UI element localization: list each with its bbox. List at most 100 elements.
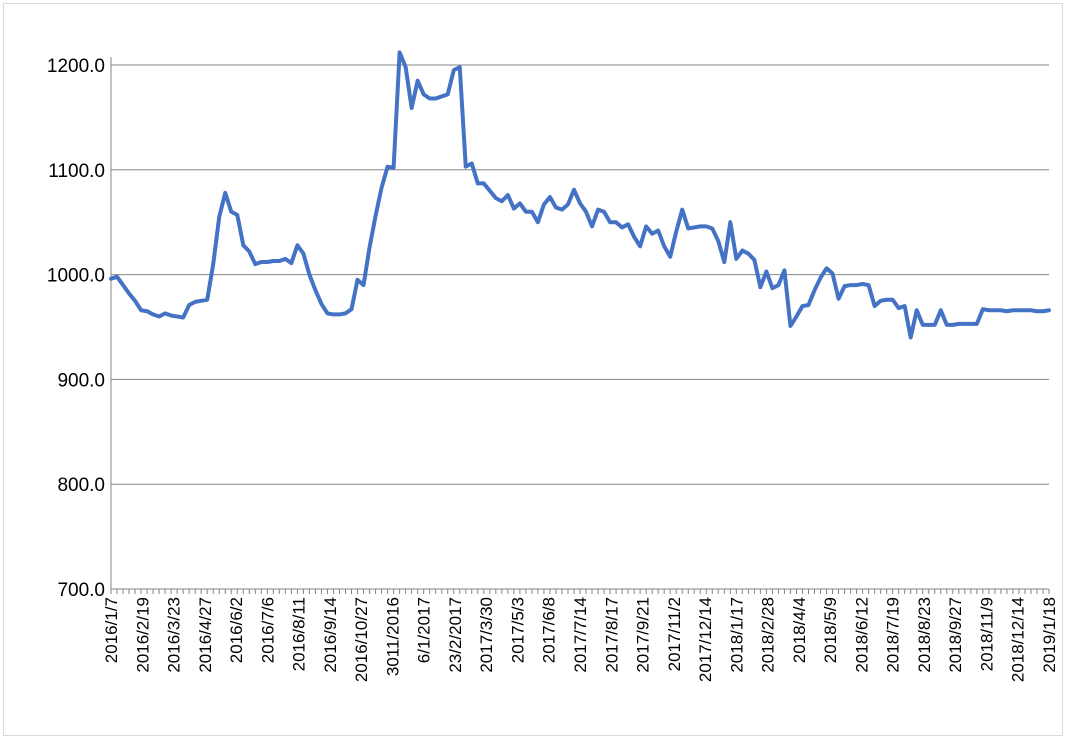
data-point	[350, 308, 353, 311]
data-point	[855, 284, 858, 287]
data-point	[831, 272, 834, 275]
data-point	[939, 309, 942, 312]
data-point	[891, 298, 894, 301]
data-point	[639, 245, 642, 248]
data-point	[657, 229, 660, 232]
data-point	[518, 202, 521, 205]
data-point	[524, 210, 527, 213]
x-tick-label: 2017/5/3	[508, 597, 527, 663]
x-tick-label: 2018/11/9	[977, 597, 996, 671]
data-point	[470, 162, 473, 165]
data-point	[488, 189, 491, 192]
x-tick-label: 2017/9/21	[634, 597, 653, 673]
y-tick-label: 1000.0	[47, 266, 105, 287]
x-tick-label: 2017/7/14	[571, 597, 590, 673]
data-point	[536, 221, 539, 224]
x-tick-label: 2018/7/19	[884, 597, 903, 673]
data-point	[873, 305, 876, 308]
data-point	[789, 324, 792, 327]
data-point	[579, 202, 582, 205]
data-point	[302, 252, 305, 255]
data-point	[362, 284, 365, 287]
data-point	[585, 210, 588, 213]
data-point	[735, 257, 738, 260]
data-point	[825, 267, 828, 270]
x-tick-label: 23/2/2017	[446, 597, 465, 673]
data-point	[879, 299, 882, 302]
data-point	[945, 323, 948, 326]
data-point	[801, 305, 804, 308]
data-point	[747, 252, 750, 255]
data-point	[861, 283, 864, 286]
data-point	[975, 322, 978, 325]
x-tick-label: 2018/8/23	[915, 597, 934, 673]
data-point	[627, 223, 630, 226]
data-point	[134, 299, 137, 302]
data-point	[164, 312, 167, 315]
data-point	[1023, 309, 1026, 312]
data-point	[314, 289, 317, 292]
data-point	[356, 278, 359, 281]
data-point	[530, 210, 533, 213]
data-point	[765, 270, 768, 273]
data-point	[963, 322, 966, 325]
data-point	[885, 298, 888, 301]
data-point	[212, 263, 215, 266]
data-point	[236, 213, 239, 216]
x-tick-label: 2016/3/23	[165, 597, 184, 673]
data-point	[452, 69, 455, 72]
y-tick-label: 800.0	[57, 475, 105, 496]
chart-frame	[3, 3, 1063, 736]
data-point	[572, 188, 575, 191]
x-tick-label: 2016/6/2	[227, 597, 246, 663]
data-point	[1017, 309, 1020, 312]
y-axis-tick-labels: 700.0 800.0 900.0 1000.0 1100.0 1200.0	[47, 56, 105, 601]
data-point	[741, 249, 744, 252]
data-point	[368, 246, 371, 249]
x-tick-label: 6/1/2017	[415, 597, 434, 663]
data-point	[464, 165, 467, 168]
data-point	[723, 261, 726, 264]
data-point	[783, 269, 786, 272]
data-point	[332, 313, 335, 316]
x-tick-label: 2016/1/7	[102, 597, 121, 663]
data-point	[777, 284, 780, 287]
data-point	[506, 193, 509, 196]
data-point	[410, 106, 413, 109]
data-point	[1005, 310, 1008, 313]
data-point	[188, 303, 191, 306]
data-point	[374, 214, 377, 217]
y-tick-label: 1200.0	[47, 56, 105, 77]
data-point	[867, 284, 870, 287]
data-point	[1011, 309, 1014, 312]
data-point	[254, 263, 257, 266]
data-point	[807, 303, 810, 306]
data-point	[128, 292, 131, 295]
data-point	[272, 259, 275, 262]
data-point	[422, 93, 425, 96]
data-point	[663, 245, 666, 248]
data-point	[386, 165, 389, 168]
y-tick-label: 1100.0	[48, 161, 105, 182]
x-tick-label: 2018/5/9	[821, 597, 840, 663]
data-point	[248, 250, 251, 253]
data-point	[140, 309, 143, 312]
data-point	[687, 227, 690, 230]
y-tick-label: 700.0	[57, 580, 105, 601]
data-point	[843, 285, 846, 288]
x-tick-label: 2017/12/14	[696, 597, 715, 682]
data-point	[711, 227, 714, 230]
data-point	[753, 258, 756, 261]
x-tick-label: 2016/7/6	[258, 597, 277, 663]
data-point	[380, 186, 383, 189]
data-point	[759, 286, 762, 289]
data-point	[897, 307, 900, 310]
data-point	[819, 276, 822, 279]
data-point	[404, 66, 407, 69]
data-point	[548, 196, 551, 199]
x-tick-label: 2016/10/27	[352, 597, 371, 682]
y-tick-label: 900.0	[57, 370, 105, 391]
data-point	[284, 257, 287, 260]
data-point	[398, 51, 401, 54]
data-point	[242, 244, 245, 247]
